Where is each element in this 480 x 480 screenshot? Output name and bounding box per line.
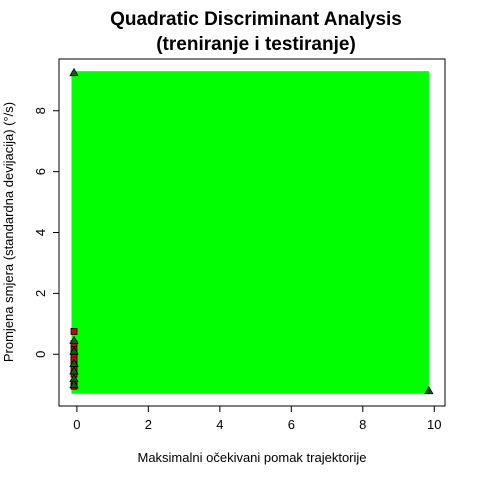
- chart-subtitle: (treniranje i testiranje): [156, 34, 356, 55]
- x-tick-label: 4: [216, 417, 223, 432]
- x-tick-label: 2: [145, 417, 152, 432]
- x-tick-label: 10: [427, 417, 441, 432]
- x-axis-label: Maksimalni očekivani pomak trajektorije: [137, 450, 366, 465]
- points-layer: [69, 67, 434, 395]
- y-tick-label: 2: [33, 290, 48, 297]
- y-tick-label: 0: [33, 351, 48, 358]
- data-point-triangle: [424, 385, 434, 395]
- data-point-square: [70, 328, 78, 335]
- data-point-triangle: [69, 346, 79, 355]
- x-tick-label: 6: [288, 417, 295, 432]
- y-axis-label: Promjena smjera (standardna devijacija) …: [1, 102, 16, 362]
- decision-region: [71, 71, 429, 394]
- y-axis: 0 2 4 6 8: [33, 107, 60, 358]
- x-tick-label: 8: [359, 417, 366, 432]
- data-point-triangle: [69, 335, 79, 344]
- y-tick-label: 8: [33, 107, 48, 114]
- y-tick-label: 4: [33, 229, 48, 236]
- x-tick-label: 0: [73, 417, 80, 432]
- data-point-triangle: [69, 67, 79, 77]
- decision-region-layer: [71, 71, 429, 394]
- data-point-triangle: [69, 379, 79, 389]
- x-axis: 0 2 4 6 8 10: [73, 405, 442, 432]
- chart-title: Quadratic Discriminant Analysis: [110, 9, 402, 30]
- y-tick-label: 6: [33, 168, 48, 175]
